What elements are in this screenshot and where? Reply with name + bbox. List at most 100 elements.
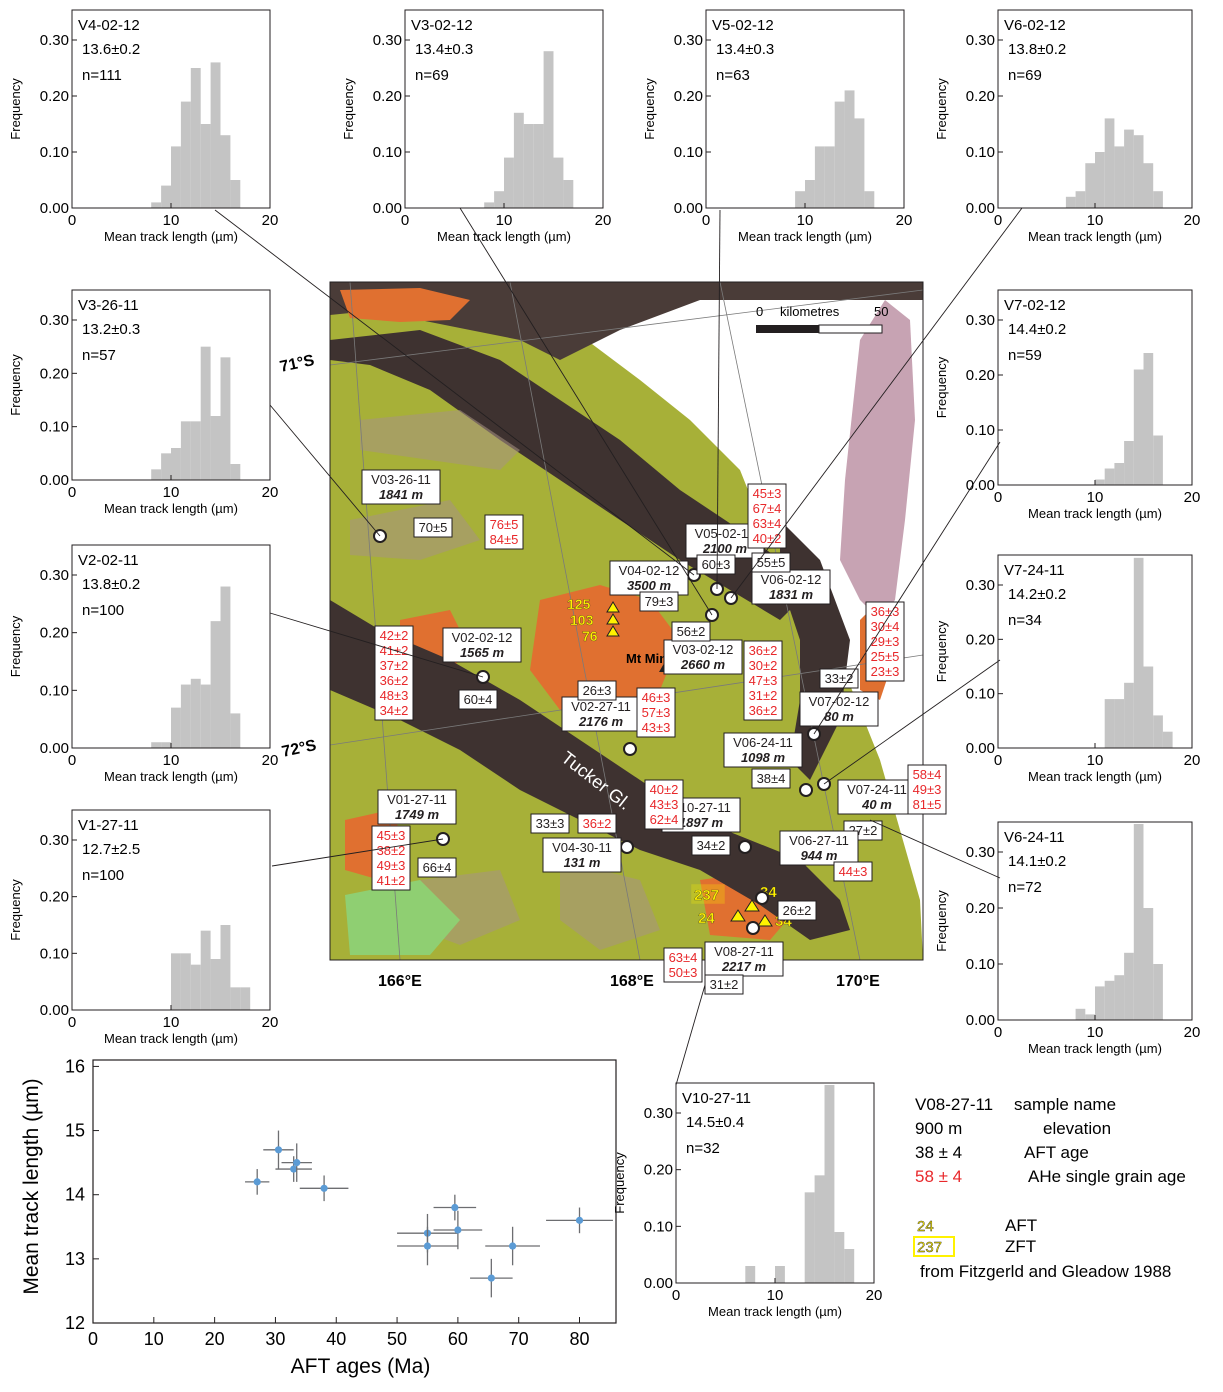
histogram-bar (1133, 135, 1144, 208)
data-point (253, 1178, 261, 1186)
histogram-panel: 0.00 0.10 0.20 0.30 0 10 20 Mean track length (… (341, 9, 611, 244)
scatter-point (397, 1226, 458, 1266)
histogram-bar (200, 346, 211, 480)
x-tick-label: 20 (262, 484, 279, 501)
histogram-bar (775, 1266, 785, 1283)
histogram-ylabel: Frequency (8, 615, 23, 677)
leader-line (269, 612, 484, 678)
histogram-stats: 13.4±0.3 (716, 41, 774, 58)
x-tick-label: 0 (88, 1329, 98, 1349)
leader-line (823, 659, 1001, 785)
y-tick-label: 0.10 (966, 956, 995, 973)
aft-age-label: 60±3 (696, 554, 736, 575)
leader-line (459, 207, 713, 616)
ahe-age-label: 36±230±247±331±236±2 (743, 640, 783, 721)
sample-site-marker[interactable] (799, 783, 813, 797)
aft-age-label: 33±3 (530, 813, 570, 834)
histogram-bar (563, 180, 574, 208)
x-tick-label: 20 (205, 1329, 225, 1349)
y-tick-label: 0.10 (373, 144, 402, 161)
sample-name: V10-27-11 (671, 800, 731, 815)
ahe-age: 37±2 (380, 658, 409, 673)
x-tick-label: 0 (68, 484, 76, 501)
ahe-age-label: 45±367±463±440±2 (747, 483, 787, 549)
scatter-point (433, 1194, 477, 1221)
aft-age-label-box (417, 857, 457, 878)
sample-name-label-box (663, 639, 743, 675)
sample-site-marker[interactable] (746, 921, 760, 935)
sample-elevation: 40 m (861, 797, 892, 812)
histogram-bar (1153, 435, 1163, 485)
y-tick-label: 0.20 (966, 631, 995, 648)
histogram-bar (1133, 557, 1144, 748)
leader-line (813, 441, 1001, 735)
legend-sample-desc: sample name (1014, 1095, 1116, 1114)
histogram-bar (834, 101, 845, 208)
histogram-n: n=69 (415, 67, 449, 84)
histogram-panel: 0.00 0.10 0.20 0.30 0 10 20 Mean track length (… (934, 554, 1200, 784)
sample-site-marker[interactable] (738, 840, 752, 854)
sample-name: V03-26-11 (371, 472, 431, 487)
ahe-age-label: 42±241±237±236±248±334±2 (374, 625, 414, 721)
y-tick-label: 0.30 (966, 844, 995, 861)
ahe-age-label-box (644, 779, 684, 830)
histogram-ylabel: Frequency (8, 879, 23, 941)
histogram-bar (814, 146, 825, 208)
histogram-bar (553, 157, 564, 208)
aft-age-label: 56±2 (671, 621, 711, 642)
histogram-bar (1104, 980, 1115, 1020)
sample-name: V05-02-12 (695, 526, 756, 541)
ahe-age: 41±2 (377, 873, 406, 888)
aft-age: 60±4 (464, 692, 493, 707)
ahe-age: 45±3 (753, 486, 782, 501)
x-tick-label: 0 (994, 752, 1002, 769)
y-tick-label: 0.30 (40, 32, 69, 49)
aft-age-label: 26±2 (777, 900, 817, 921)
sample-site-marker[interactable] (623, 742, 637, 756)
ahe-age-label-box (663, 947, 703, 983)
histogram-bar (210, 62, 221, 209)
sample-elevation: 131 m (564, 855, 601, 870)
aft-age: 31±2 (710, 977, 739, 992)
histogram-bar (844, 1249, 855, 1283)
aft-age: 26±3 (583, 683, 612, 698)
ahe-age-label-box (747, 483, 787, 549)
scatter-point (485, 1226, 540, 1266)
y-tick-label: 0.10 (40, 945, 69, 962)
ahe-age: 49±3 (377, 858, 406, 873)
sample-name-label-box (799, 691, 879, 727)
sample-name-label-box (377, 789, 457, 825)
scale-zero: 0 (756, 304, 763, 319)
x-tick-label: 0 (68, 212, 76, 229)
sample-name-label-box (361, 469, 441, 505)
x-tick-label: 0 (68, 1014, 76, 1031)
histogram-bar (824, 1085, 835, 1283)
published-zft-label: 237 (694, 887, 719, 904)
sample-site-marker[interactable] (620, 840, 634, 854)
y-tick-label: 0.30 (40, 567, 69, 584)
ahe-age: 62±4 (650, 812, 679, 827)
histogram-n: n=72 (1008, 879, 1042, 896)
leader-line (869, 819, 1001, 879)
y-tick-label: 0.30 (966, 577, 995, 594)
x-tick-label: 20 (866, 1287, 883, 1304)
x-tick-label: 10 (1087, 1024, 1104, 1041)
aft-age-label: 66±4 (417, 857, 457, 878)
x-tick-label: 60 (448, 1329, 468, 1349)
data-point (423, 1242, 432, 1250)
x-tick-label: 10 (767, 1287, 784, 1304)
histogram-bar (171, 448, 181, 480)
ahe-age-label-box (865, 601, 905, 682)
sample-site-marker[interactable] (755, 891, 769, 905)
histogram-panel: 0.00 0.10 0.20 0.30 0 10 20 Mean track length (… (934, 289, 1200, 521)
histogram-bar (523, 124, 534, 208)
sample-name: V06-24-11 (733, 735, 793, 750)
aft-age: 70±5 (419, 520, 448, 535)
legend-sample-example: V08-27-11 (915, 1095, 993, 1114)
data-point (293, 1159, 301, 1167)
x-tick-label: 0 (702, 212, 710, 229)
aft-age-label-box (751, 768, 791, 789)
ahe-age-label: 76±584±5 (484, 514, 524, 550)
